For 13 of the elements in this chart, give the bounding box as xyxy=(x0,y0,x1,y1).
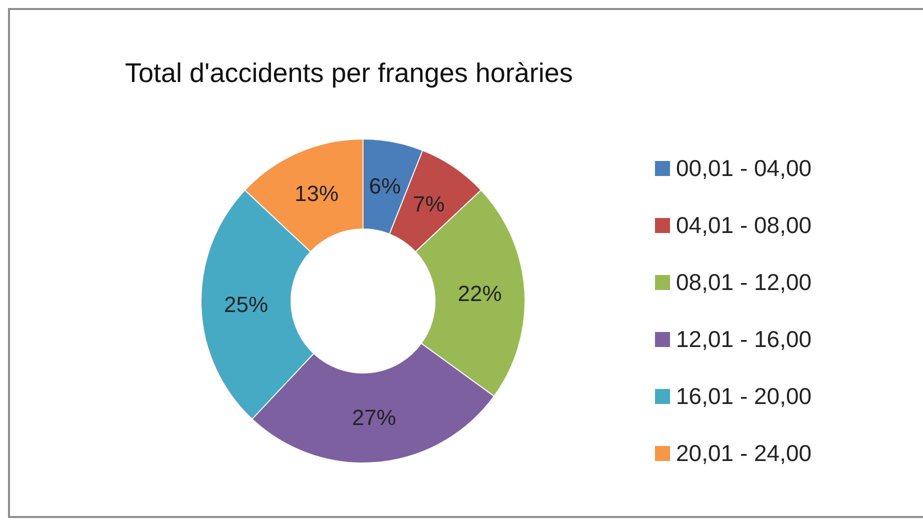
legend-label: 20,01 - 24,00 xyxy=(676,440,812,467)
legend-label: 08,01 - 12,00 xyxy=(676,269,812,296)
legend-label: 04,01 - 08,00 xyxy=(676,212,812,239)
data-label: 27% xyxy=(352,404,396,430)
legend-label: 12,01 - 16,00 xyxy=(676,326,812,353)
legend-label: 00,01 - 04,00 xyxy=(676,155,812,182)
data-label: 22% xyxy=(458,281,502,306)
data-label: 25% xyxy=(224,292,268,318)
legend-label: 16,01 - 20,00 xyxy=(676,383,812,410)
data-label: 13% xyxy=(294,181,339,206)
chart-title: Total d'accidents per franges horàries xyxy=(125,58,573,89)
data-label: 6% xyxy=(369,174,401,199)
data-label: 7% xyxy=(412,192,445,217)
